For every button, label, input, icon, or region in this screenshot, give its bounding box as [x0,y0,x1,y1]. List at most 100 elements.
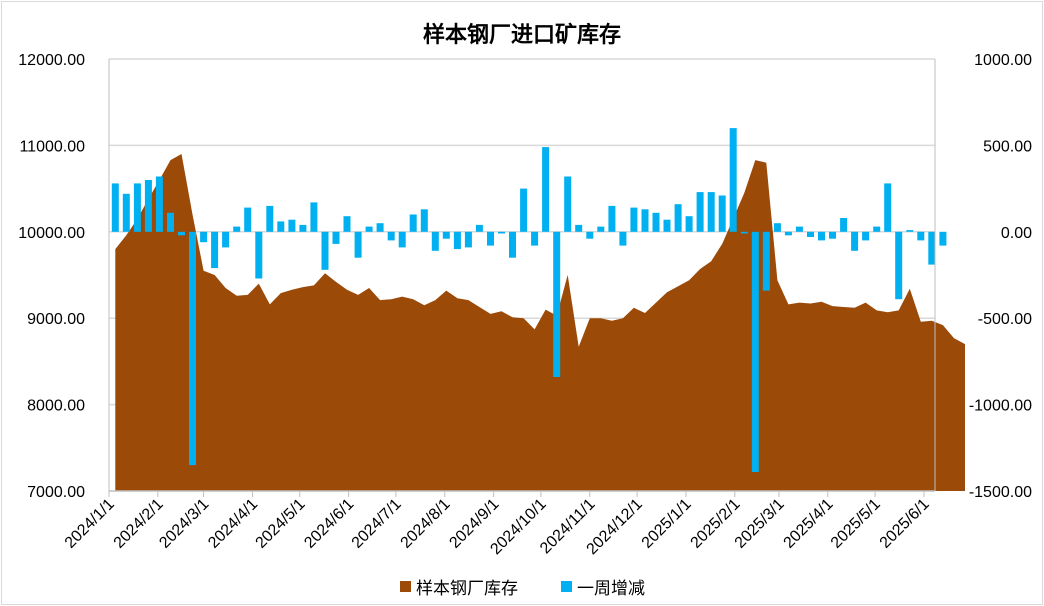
bar-weekly-change [475,224,483,232]
bar-weekly-change [233,226,241,232]
bar-weekly-change [420,209,428,232]
bar-weekly-change [608,205,616,232]
left-y-tick-label: 9000.00 [27,311,85,328]
bar-weekly-change [442,231,450,239]
bar-weekly-change [453,231,461,250]
right-y-tick-label: -1000.00 [969,398,1032,415]
bar-weekly-change [773,223,781,232]
left-y-tick-label: 12000.00 [18,52,85,69]
right-y-tick-label: 500.00 [983,138,1032,155]
bar-weekly-change [652,212,660,232]
bar-weekly-change [873,226,881,232]
bar-weekly-change [718,195,726,232]
bar-weekly-change [751,231,759,472]
bar-weekly-change [807,231,814,237]
bar-weekly-change [321,231,329,270]
bar-weekly-change [277,221,285,232]
bar-weekly-change [299,224,307,232]
axes [108,59,936,497]
bar-weekly-change [553,231,561,377]
bar-weekly-change [464,231,472,248]
bar-weekly-change [674,204,682,232]
bar-weekly-change [332,231,340,244]
bar-weekly-change [619,231,627,246]
x-tick-label: 2024/1/1 [62,496,118,552]
bar-weekly-change [288,219,296,232]
bar-weekly-change [884,183,892,232]
x-tick-labels: 2024/1/12024/2/12024/3/12024/4/12024/5/1… [62,496,933,558]
bar-weekly-change [939,231,947,246]
left-y-tick-label: 7000.00 [27,484,85,501]
bar-weekly-change [917,231,925,241]
bar-weekly-change [928,231,936,265]
legend-label-area: 样本钢厂库存 [416,579,518,599]
x-tick-label: 2024/2/1 [111,496,167,552]
bar-weekly-change [520,188,528,232]
bar-weekly-change [387,231,395,241]
right-y-tick-label: 0.00 [1001,225,1032,242]
bar-weekly-change [498,231,505,234]
bar-weekly-change [762,231,770,291]
x-tick-label: 2024/4/1 [205,496,261,552]
x-tick-label: 2024/3/1 [156,496,212,552]
bar-weekly-change [487,231,494,246]
bar-weekly-change [784,231,792,236]
left-y-tick-label: 8000.00 [27,398,85,415]
bar-weekly-change [641,209,649,232]
bar-weekly-change [542,147,550,232]
legend-swatch-bar [561,581,572,592]
bar-weekly-change [531,231,539,246]
bar-weekly-change [840,218,848,232]
bar-weekly-change [409,214,417,232]
bar-weekly-change [707,192,715,232]
bar-weekly-change [509,231,516,258]
bar-weekly-change [244,207,252,232]
bar-weekly-change [431,231,439,251]
right-y-tick-label: -500.00 [978,311,1032,328]
bar-weekly-change [906,230,914,232]
bar-weekly-change [597,226,605,232]
bar-weekly-change [365,226,373,232]
bar-weekly-change [255,231,263,279]
bar-series-layer [111,128,947,472]
right-y-tick-label: -1500.00 [969,484,1032,501]
bar-weekly-change [211,231,219,269]
bar-weekly-change [310,202,318,232]
bar-weekly-change [200,231,208,243]
bar-weekly-change [862,231,870,241]
bar-weekly-change [818,231,825,241]
bar-weekly-change [740,231,748,234]
bar-weekly-change [354,231,362,258]
right-y-tick-label: 1000.00 [974,52,1032,69]
x-tick-label: 2025/5/1 [828,496,884,552]
bar-weekly-change [376,223,384,232]
x-tick-label: 2024/5/1 [253,496,309,552]
bar-weekly-change [133,183,141,232]
x-tick-label: 2025/6/1 [877,496,933,552]
x-tick-label: 2024/7/1 [349,496,405,552]
bar-weekly-change [895,231,903,300]
bar-weekly-change [398,231,406,248]
left-y-tick-label: 10000.00 [18,225,85,242]
area-series-layer [115,154,966,491]
bar-weekly-change [167,212,174,232]
legend-swatch-area [400,581,411,592]
bar-weekly-change [343,216,351,232]
bar-weekly-change [829,231,836,239]
x-tick-label: 2025/4/1 [781,496,837,552]
bar-weekly-change [685,216,693,232]
bar-weekly-change [222,231,230,248]
bar-weekly-change [122,193,130,232]
left-y-tick-label: 11000.00 [19,138,85,155]
x-tick-label: 2024/8/1 [398,496,454,552]
chart-title: 样本钢厂进口矿库存 [423,22,621,48]
bar-weekly-change [178,231,185,236]
bar-weekly-change [189,231,196,466]
area-series-inventory [115,154,966,491]
bar-weekly-change [586,231,594,239]
x-tick-label: 2024/6/1 [301,496,357,552]
bar-weekly-change [851,231,859,251]
x-tick-label: 2025/3/1 [732,496,788,552]
bar-weekly-change [266,205,274,232]
